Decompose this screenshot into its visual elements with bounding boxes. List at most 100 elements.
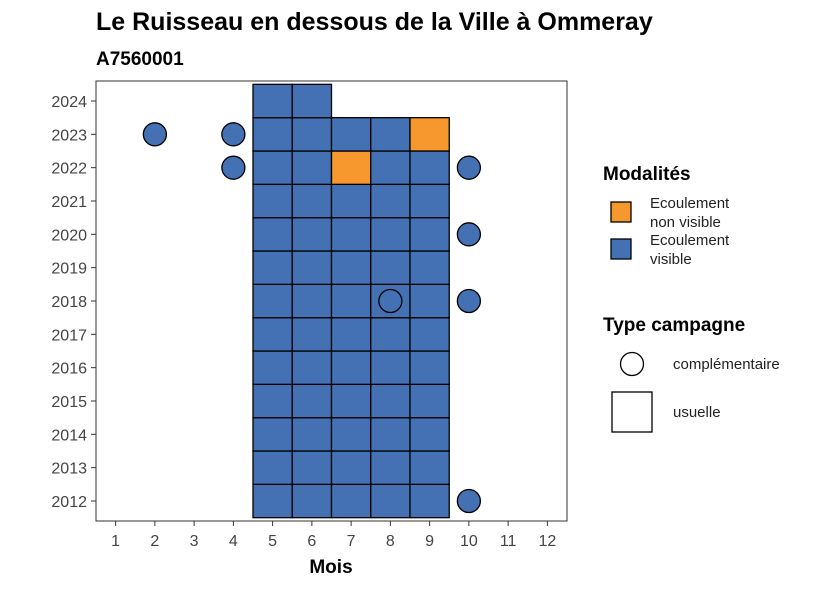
x-tick-label-3: 3	[190, 533, 199, 550]
x-tick-label-1: 1	[111, 533, 120, 550]
cell-2012-7	[330, 483, 372, 519]
cells-layer	[252, 83, 450, 519]
cell-2012-8	[370, 483, 411, 519]
point-2018-10	[456, 288, 482, 314]
x-tick-label-5: 5	[268, 533, 277, 550]
cell-2014-5	[252, 417, 293, 452]
cell-2016-8	[370, 350, 411, 385]
cell-2021-9	[409, 183, 450, 219]
cell-2017-9	[409, 317, 450, 352]
x-axis: 1 2 3 4 5 6 7 8 9 10 11 12	[111, 521, 556, 550]
cell-2013-9	[409, 450, 450, 485]
cell-2021-6	[291, 183, 333, 219]
cell-2022-9	[409, 150, 450, 185]
cell-2017-5	[252, 317, 293, 352]
point-2012-10	[456, 488, 482, 514]
x-tick-label-6: 6	[307, 533, 316, 550]
y-tick-label-2023: 2023	[51, 127, 87, 144]
legend-type-label-2: usuelle	[673, 404, 721, 421]
cell-2012-9	[409, 483, 450, 519]
cell-2016-5	[252, 350, 293, 385]
y-tick-label-2014: 2014	[51, 427, 87, 444]
cell-2020-8	[370, 217, 411, 252]
x-tick-label-2: 2	[150, 533, 159, 550]
x-tick-label-11: 11	[500, 533, 517, 550]
cell-2021-5	[252, 183, 293, 219]
y-tick-label-2022: 2022	[51, 161, 87, 178]
cell-2022-7	[330, 150, 372, 185]
cell-2016-9	[409, 350, 450, 385]
legend-types: complémentaire usuelle	[611, 351, 780, 433]
cell-2021-7	[330, 183, 372, 219]
x-tick-label-7: 7	[347, 533, 356, 550]
cell-2017-7	[330, 317, 372, 352]
cell-2013-6	[291, 450, 333, 485]
y-tick-label-2019: 2019	[51, 261, 87, 278]
legend-label-2-2: visible	[650, 251, 692, 268]
cell-2020-7	[330, 217, 372, 252]
cell-2017-6	[291, 317, 333, 352]
cell-2019-7	[330, 250, 372, 285]
cell-2016-6	[291, 350, 333, 385]
cell-2013-5	[252, 450, 293, 485]
legend-label-2-1: Ecoulement	[650, 232, 730, 249]
legend-label-1-1: Ecoulement	[650, 195, 730, 212]
y-tick-label-2016: 2016	[51, 361, 87, 378]
cell-2021-8	[370, 183, 411, 219]
legend-type-label-1: complémentaire	[673, 356, 780, 373]
point-2023-2	[142, 122, 168, 147]
cell-2012-6	[291, 483, 333, 519]
cell-2019-9	[409, 250, 450, 285]
x-tick-label-12: 12	[538, 533, 556, 550]
cell-2023-6	[291, 117, 333, 152]
cell-2012-5	[252, 483, 293, 519]
x-axis-title: Mois	[309, 557, 352, 578]
legend-label-1-2: non visible	[650, 214, 721, 231]
cell-2015-7	[330, 383, 372, 419]
y-axis: 2012 2013 2014 2015 2016 2017 2018 2019 2020 2021…	[51, 94, 96, 511]
x-tick-label-10: 10	[460, 533, 478, 550]
cell-2014-9	[409, 417, 450, 452]
y-tick-label-2013: 2013	[51, 461, 87, 478]
cell-2015-8	[370, 383, 411, 419]
cell-2018-7	[330, 283, 372, 319]
cell-2013-7	[330, 450, 372, 485]
cell-2017-8	[370, 317, 411, 352]
point-2018-8	[378, 288, 403, 314]
cell-2019-6	[291, 250, 333, 285]
y-tick-label-2017: 2017	[51, 327, 87, 344]
legend-key-1	[610, 201, 632, 223]
y-tick-label-2021: 2021	[51, 194, 87, 211]
cell-2014-7	[330, 417, 372, 452]
cell-2024-6	[291, 83, 333, 119]
cell-2023-8	[370, 117, 411, 152]
cell-2018-5	[252, 283, 293, 319]
cell-2019-8	[370, 250, 411, 285]
cell-2014-6	[291, 417, 333, 452]
cell-2022-6	[291, 150, 333, 185]
cell-2018-6	[291, 283, 333, 319]
y-tick-label-2020: 2020	[51, 227, 87, 244]
chart-title: Le Ruisseau en dessous de la Ville à Omm…	[96, 8, 653, 36]
cell-2023-7	[330, 117, 372, 152]
x-tick-label-9: 9	[425, 533, 434, 550]
legend-key-2	[610, 238, 632, 260]
y-tick-label-2024: 2024	[51, 94, 87, 111]
cell-2023-9	[409, 117, 450, 152]
cell-2015-5	[252, 383, 293, 419]
cell-2024-5	[252, 83, 293, 119]
legend-type-key-1	[619, 351, 645, 377]
cell-2014-8	[370, 417, 411, 452]
legend-type-key-2	[611, 391, 653, 433]
point-2022-4	[221, 155, 246, 180]
x-tick-label-4: 4	[229, 533, 238, 550]
x-tick-label-8: 8	[386, 533, 395, 550]
y-tick-label-2012: 2012	[51, 494, 87, 511]
y-tick-label-2015: 2015	[51, 394, 87, 411]
cell-2016-7	[330, 350, 372, 385]
cell-2023-5	[252, 117, 293, 152]
legend-title-modalites: Modalités	[603, 164, 691, 185]
legend-title-type: Type campagne	[603, 315, 745, 336]
